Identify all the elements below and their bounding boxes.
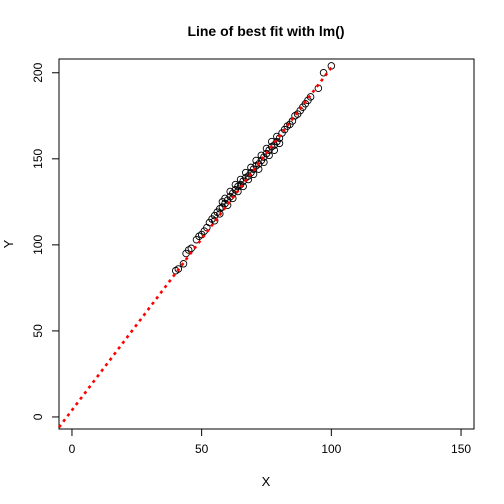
data-point (306, 93, 315, 101)
y-axis-label: Y (1, 239, 16, 248)
data-point (270, 146, 279, 154)
chart-title: Line of best fit with lm() (187, 23, 344, 39)
y-axis: 0 50 100 150 200 (31, 62, 60, 420)
x-axis-label: X (262, 474, 271, 489)
data-point (216, 210, 224, 218)
x-axis: 0 50 100 150 (69, 428, 471, 456)
x-tick-label: 150 (451, 442, 471, 456)
data-point (260, 158, 268, 167)
x-tick-label: 0 (69, 442, 76, 456)
data-point (229, 194, 237, 203)
y-tick-label: 50 (31, 324, 45, 338)
y-tick-label: 150 (31, 148, 45, 168)
data-point (179, 260, 188, 268)
best-fit-line (57, 63, 335, 429)
x-tick-label: 100 (321, 442, 341, 456)
data-point (234, 187, 242, 196)
data-point (210, 217, 219, 225)
y-tick-label: 100 (31, 235, 45, 255)
data-point (275, 139, 284, 148)
y-tick-label: 0 (31, 413, 45, 420)
data-point (223, 201, 232, 210)
y-tick-label: 200 (31, 62, 45, 82)
data-point (319, 69, 328, 77)
data-point (265, 151, 273, 160)
x-tick-label: 50 (195, 442, 209, 456)
data-point (174, 265, 183, 273)
best-fit-line-segment (57, 63, 335, 429)
plot-frame (58, 58, 475, 430)
